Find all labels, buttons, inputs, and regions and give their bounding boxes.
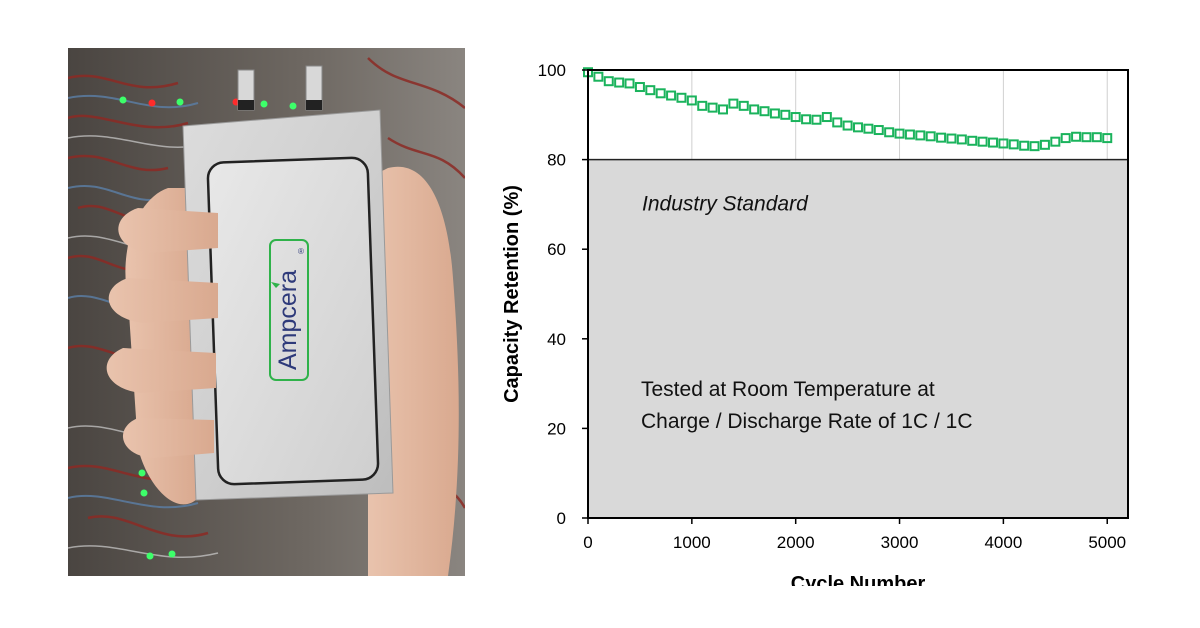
data-point: [769, 108, 780, 119]
data-point: [801, 114, 812, 125]
data-point: [697, 100, 708, 111]
x-tick-label: 5000: [1088, 533, 1126, 552]
data-point: [915, 130, 926, 141]
logo-frame: [269, 239, 309, 381]
data-point: [936, 132, 947, 143]
data-point: [988, 137, 998, 148]
x-tick-label: 1000: [673, 533, 711, 552]
data-point: [811, 114, 822, 125]
data-point: [707, 102, 718, 113]
data-point: [1039, 139, 1050, 150]
brand-logo-text: Ampcera: [274, 270, 302, 370]
data-point: [873, 125, 884, 136]
data-point: [946, 133, 957, 144]
x-tick-label: 0: [583, 533, 592, 552]
data-point: [666, 90, 677, 101]
data-point: [904, 129, 915, 140]
x-tick-label: 3000: [881, 533, 919, 552]
y-tick-label: 100: [538, 61, 566, 80]
data-point: [1029, 141, 1040, 152]
data-point: [842, 120, 853, 131]
x-axis-title: Cycle Number: [791, 573, 926, 586]
y-tick-label: 60: [547, 240, 566, 259]
registered-mark: ®: [298, 247, 304, 256]
data-point: [634, 82, 645, 93]
data-point: [956, 134, 967, 145]
data-point: [863, 123, 874, 134]
data-point: [977, 136, 988, 147]
data-point: [790, 112, 801, 123]
data-series-points: [583, 67, 1113, 152]
data-point: [894, 128, 905, 139]
y-tick-label: 0: [557, 509, 566, 528]
data-point: [614, 77, 625, 88]
data-point: [686, 95, 697, 106]
data-point: [738, 100, 749, 111]
data-point: [1102, 133, 1113, 144]
data-point: [1071, 131, 1082, 142]
x-tick-label: 2000: [777, 533, 815, 552]
data-point: [832, 117, 843, 128]
data-point: [728, 98, 739, 109]
data-point: [759, 106, 770, 117]
data-point: [853, 122, 863, 133]
chart-canvas: 0 1000 2000 3000 4000 5000 0 20 40 60 80 100 Indust…: [501, 61, 1129, 586]
capacity-chart: 0 1000 2000 3000 4000 5000 0 20 40 60 80 100 Indust…: [480, 48, 1170, 586]
data-point: [1060, 133, 1071, 144]
y-tick-label: 40: [547, 330, 566, 349]
data-point: [749, 104, 760, 115]
data-point: [718, 104, 728, 115]
leaf-icon: [271, 282, 280, 288]
data-point: [676, 92, 687, 103]
data-point: [821, 112, 832, 123]
data-point: [645, 85, 656, 96]
data-point: [998, 138, 1009, 149]
data-point: [780, 109, 791, 120]
data-point: [1081, 132, 1092, 143]
axis-ticks: 0 1000 2000 3000 4000 5000 0 20 40 60 80 100: [538, 61, 1127, 552]
data-point: [603, 76, 614, 87]
industry-standard-label: Industry Standard: [642, 193, 809, 216]
data-point: [1050, 136, 1061, 147]
annotation-line-2: Charge / Discharge Rate of 1C / 1C: [641, 410, 973, 433]
y-tick-label: 80: [547, 151, 566, 170]
data-point: [1008, 139, 1019, 150]
data-point: [1019, 140, 1030, 151]
data-point: [967, 135, 978, 146]
x-tick-label: 4000: [984, 533, 1022, 552]
y-axis-title: Capacity Retention (%): [501, 185, 523, 403]
data-point: [655, 88, 666, 99]
plot-frame: [587, 69, 1129, 519]
data-point: [1091, 132, 1102, 143]
y-tick-label: 20: [547, 419, 566, 438]
data-point: [624, 78, 635, 89]
photo-illustration: Ampcera ®: [68, 48, 465, 576]
annotation-line-1: Tested at Room Temperature at: [641, 378, 935, 401]
data-point: [593, 71, 604, 82]
battery-photo: Ampcera ®: [68, 48, 465, 576]
data-point: [884, 127, 895, 138]
data-point: [925, 131, 936, 142]
